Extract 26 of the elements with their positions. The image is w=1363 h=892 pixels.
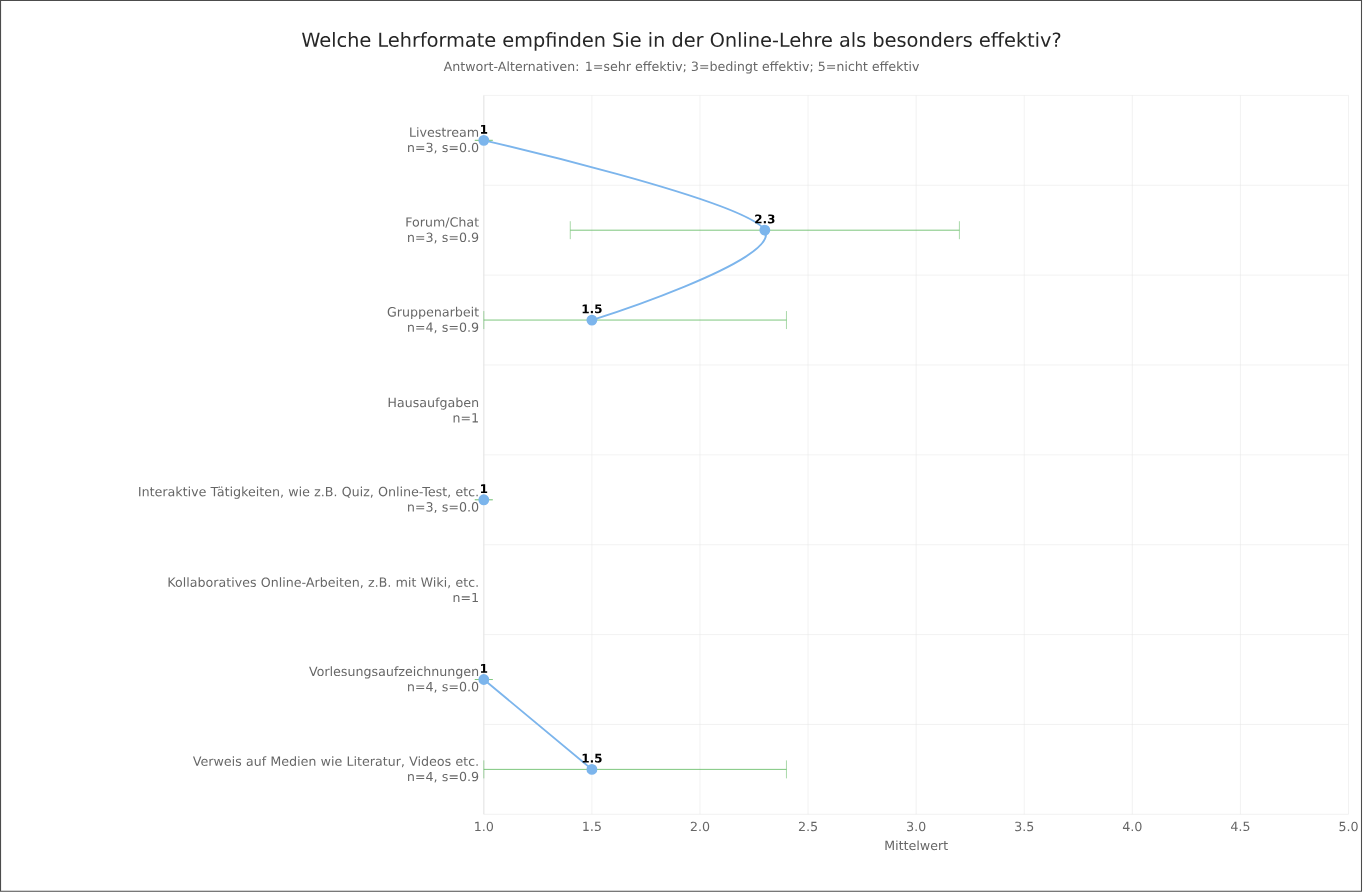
- y-tick-label: Vorlesungsaufzeichnungen n=4, s=0.0: [309, 666, 479, 693]
- y-tick-label: Kollaboratives Online-Arbeiten, z.B. mit Wiki, etc. n=1: [168, 577, 478, 603]
- data-label: 1: [481, 125, 488, 134]
- x-tick-label: 4.5: [1230, 821, 1250, 832]
- x-tick-label: 3.0: [907, 821, 926, 832]
- y-tick-label: Forum/Chat n=3, s=0.9: [406, 217, 479, 244]
- data-label: 1.5: [582, 304, 602, 314]
- y-tick-label: Verweis auf Medien wie Literatur, Videos etc. n=4, s=0.9: [192, 756, 479, 783]
- x-tick-label: 3.5: [1015, 821, 1034, 832]
- x-tick-label: 2.5: [798, 821, 818, 832]
- y-tick-label: Hausaufgaben n=1: [388, 397, 479, 423]
- chart-title: Welche Lehrformate empfinden Sie in der Online-Lehre als besonders effektiv?: [301, 32, 1061, 51]
- x-tick-label: 5.0: [1339, 821, 1358, 832]
- x-tick-label: 4.0: [1122, 821, 1142, 832]
- x-axis-title: Mittelwert: [885, 840, 948, 851]
- data-label: 1.5: [582, 753, 602, 763]
- data-label: 1: [481, 484, 488, 494]
- y-tick-label: Interaktive Tätigkeiten, wie z.B. Quiz, Online-Test, etc. n=3, s=0.0: [139, 486, 479, 514]
- x-tick-label: 1.5: [583, 821, 601, 832]
- y-tick-label: Gruppenarbeit n=4, s=0.9: [387, 307, 479, 334]
- data-label: 2.3: [755, 214, 775, 224]
- x-tick-label: 2.0: [690, 821, 710, 832]
- chart-subtitle: Antwort-Alternativen: 1=sehr effektiv; 3=bedingt effektiv; 5=nicht effektiv: [443, 61, 920, 74]
- x-tick-label: 1.0: [475, 821, 494, 832]
- data-label: 1: [481, 664, 488, 673]
- y-tick-label: Livestream n=3, s=0.0: [408, 127, 479, 154]
